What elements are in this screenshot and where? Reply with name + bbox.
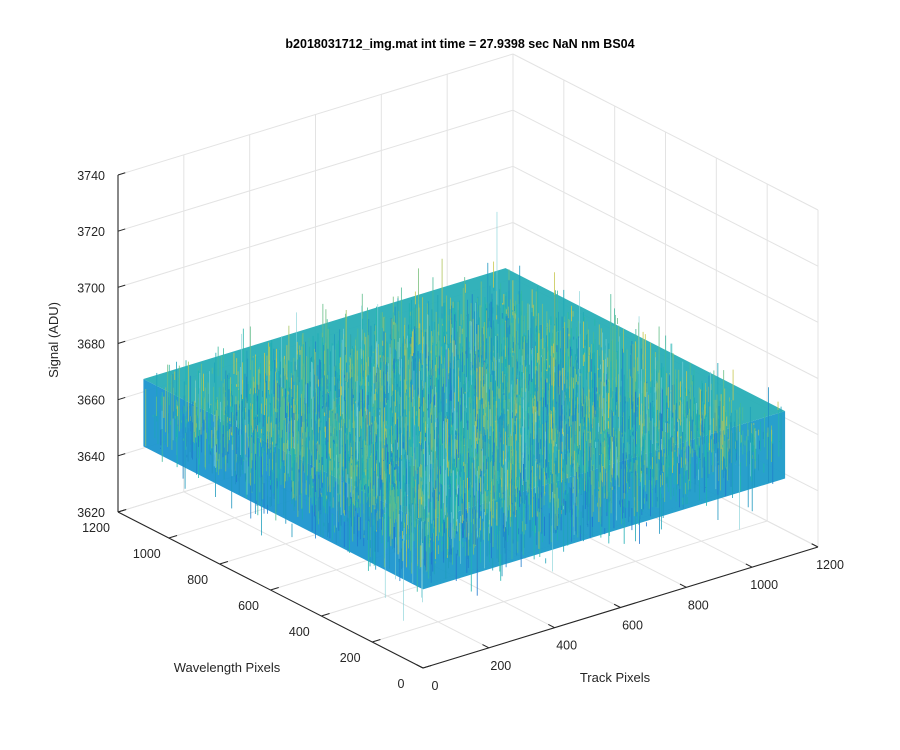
chart-title: b2018031712_img.mat int time = 27.9398 s…: [285, 37, 634, 51]
wall-grid-line: [512, 165, 819, 323]
floor-grid-line: [372, 520, 768, 643]
surface-data: [143, 211, 786, 621]
wall-grid-line: [512, 53, 819, 211]
wall-grid-line: [117, 222, 514, 344]
wall-grid-line: [512, 109, 819, 267]
wall-grid-line: [117, 109, 514, 232]
wall-grid-line: [117, 53, 514, 176]
wall-grid-line: [512, 222, 819, 379]
wall-grid-line: [117, 165, 514, 288]
